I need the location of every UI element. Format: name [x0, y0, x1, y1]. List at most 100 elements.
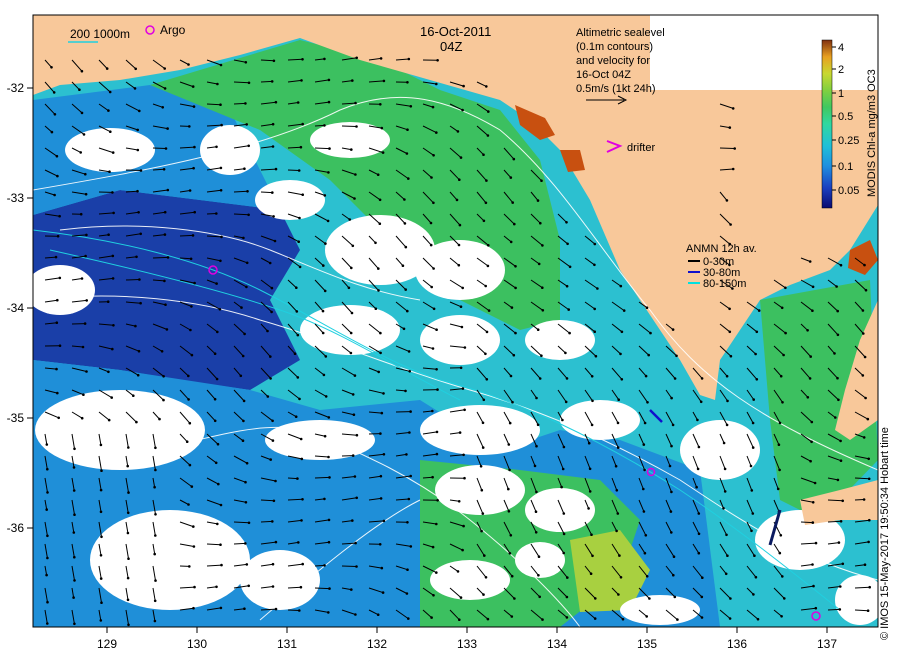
velocity-arrow: [557, 323, 570, 334]
velocity-arrow: [422, 476, 433, 479]
velocity-arrow: [260, 499, 274, 502]
velocity-arrow-head: [298, 216, 301, 220]
velocity-arrow: [719, 411, 728, 426]
velocity-arrow: [287, 389, 300, 400]
velocity-arrow: [530, 257, 540, 265]
velocity-arrow: [71, 389, 84, 396]
velocity-arrow-head: [566, 576, 569, 579]
velocity-arrow-head: [247, 81, 251, 85]
velocity-arrow-head: [297, 240, 301, 243]
velocity-arrow: [233, 59, 246, 63]
velocity-arrow: [179, 433, 188, 443]
velocity-arrow: [179, 211, 195, 215]
velocity-arrow-head: [273, 239, 277, 243]
velocity-arrow: [638, 521, 647, 536]
velocity-arrow: [314, 101, 330, 105]
velocity-arrow: [584, 499, 590, 509]
velocity-arrow-head: [189, 328, 192, 332]
velocity-arrow: [503, 323, 516, 334]
velocity-arrow-head: [618, 554, 621, 557]
velocity-arrow-head: [240, 306, 243, 309]
velocity-arrow-head: [298, 609, 301, 612]
altimetry-line-3: and velocity for: [576, 55, 650, 67]
velocity-arrow-head: [565, 595, 569, 599]
velocity-arrow: [638, 565, 648, 577]
velocity-arrow: [584, 411, 593, 426]
velocity-arrow: [233, 367, 242, 377]
velocity-arrow: [71, 565, 75, 581]
velocity-arrow: [584, 455, 591, 469]
velocity-arrow: [773, 411, 781, 424]
x-tick-label: 133: [457, 637, 477, 651]
velocity-arrow-head: [327, 416, 331, 419]
velocity-arrow: [71, 411, 83, 419]
velocity-arrow: [179, 167, 194, 171]
velocity-arrow: [746, 587, 754, 595]
velocity-arrow: [449, 169, 460, 181]
velocity-arrow-head: [841, 499, 844, 503]
velocity-arrow: [260, 520, 273, 523]
velocity-arrow-head: [83, 322, 87, 325]
velocity-arrow-head: [378, 198, 382, 202]
velocity-arrow: [233, 168, 245, 171]
velocity-arrow: [665, 609, 678, 620]
velocity-arrow: [800, 301, 813, 312]
velocity-arrow: [530, 433, 537, 447]
velocity-arrow: [314, 476, 330, 479]
velocity-arrow-head: [540, 354, 543, 358]
velocity-arrow: [557, 587, 568, 598]
velocity-arrow-head: [752, 398, 755, 401]
velocity-arrow-head: [671, 328, 675, 331]
velocity-arrow-head: [127, 557, 130, 560]
velocity-arrow: [503, 279, 516, 289]
velocity-arrow-head: [381, 151, 385, 154]
velocity-arrow: [827, 367, 838, 379]
velocity-arrow: [44, 543, 48, 559]
velocity-arrow-head: [643, 468, 646, 472]
velocity-arrow-head: [46, 534, 49, 538]
x-tick-label: 135: [637, 637, 657, 651]
velocity-arrow-head: [404, 288, 408, 291]
velocity-arrow-head: [615, 529, 618, 533]
velocity-arrow-head: [73, 447, 76, 451]
velocity-arrow: [125, 125, 138, 131]
velocity-arrow-head: [246, 190, 249, 193]
velocity-arrow: [503, 301, 513, 309]
velocity-arrow: [584, 565, 592, 575]
velocity-arrow-head: [245, 261, 249, 265]
velocity-arrow: [395, 543, 411, 547]
velocity-arrow: [449, 257, 460, 266]
velocity-arrow: [368, 57, 382, 61]
velocity-arrow-head: [136, 148, 140, 152]
velocity-arrow-head: [619, 284, 623, 288]
velocity-arrow-head: [456, 570, 460, 573]
velocity-arrow: [854, 411, 869, 420]
velocity-arrow-head: [731, 107, 735, 110]
velocity-arrow: [449, 432, 461, 435]
velocity-arrow-head: [244, 61, 248, 64]
velocity-arrow-head: [247, 144, 250, 148]
velocity-arrow: [530, 543, 540, 557]
velocity-arrow: [233, 585, 249, 589]
velocity-arrow: [152, 609, 156, 622]
velocity-arrow-head: [215, 377, 219, 381]
velocity-arrow-head: [323, 497, 326, 501]
velocity-arrow: [71, 587, 75, 598]
velocity-arrow: [854, 586, 870, 589]
velocity-arrow-head: [436, 388, 439, 391]
velocity-arrow-head: [406, 128, 409, 131]
y-tick-label: -35: [7, 411, 25, 425]
velocity-arrow: [584, 323, 596, 333]
velocity-arrow: [314, 124, 325, 127]
velocity-arrow-head: [868, 585, 871, 589]
velocity-arrow: [152, 367, 164, 377]
velocity-arrow-head: [50, 66, 53, 69]
velocity-arrow: [125, 81, 136, 89]
velocity-arrow-head: [379, 432, 382, 435]
velocity-arrow-head: [166, 188, 170, 192]
velocity-arrow-head: [430, 285, 434, 289]
velocity-arrow: [71, 125, 85, 135]
velocity-arrow-head: [431, 347, 435, 350]
argo-legend-icon: [145, 25, 155, 35]
velocity-arrow: [503, 543, 511, 554]
